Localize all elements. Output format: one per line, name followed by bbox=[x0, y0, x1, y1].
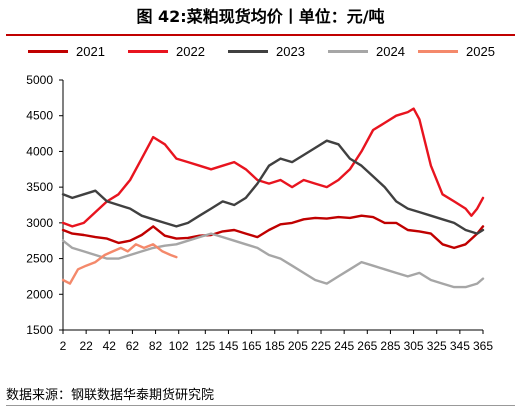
x-tick-label: 285 bbox=[380, 339, 400, 353]
x-tick-label: 145 bbox=[218, 339, 238, 353]
legend-label-2023: 2023 bbox=[276, 43, 305, 59]
y-tick-label: 3500 bbox=[26, 180, 53, 194]
data-source-note: 数据来源：钢联数据华泰期货研究院 bbox=[6, 388, 215, 403]
legend-swatch-2021 bbox=[28, 49, 68, 53]
series-line-2023 bbox=[61, 139, 485, 235]
chart-legend: 2021 2022 2023 2024 2025 bbox=[0, 40, 521, 62]
x-tick-label: 62 bbox=[126, 339, 140, 353]
title-divider bbox=[6, 34, 515, 36]
x-tick-label: 165 bbox=[242, 339, 262, 353]
chart-title: 图 42:菜粕现货均价丨单位：元/吨 bbox=[136, 7, 385, 26]
y-tick-label: 3000 bbox=[26, 216, 53, 230]
footer-divider bbox=[6, 405, 515, 406]
legend-swatch-2023 bbox=[228, 49, 268, 53]
x-tick-label: 185 bbox=[265, 339, 285, 353]
legend-swatch-2025 bbox=[418, 49, 458, 53]
legend-item-2024: 2024 bbox=[328, 40, 405, 62]
series-line-2024 bbox=[61, 232, 485, 289]
legend-label-2024: 2024 bbox=[376, 43, 405, 59]
x-tick-label: 365 bbox=[473, 339, 493, 353]
x-tick-label: 82 bbox=[149, 339, 163, 353]
x-tick-label: 205 bbox=[288, 339, 308, 353]
x-tick-label: 265 bbox=[357, 339, 377, 353]
legend-item-2021: 2021 bbox=[28, 40, 105, 62]
legend-swatch-2022 bbox=[128, 49, 168, 53]
chart-series bbox=[61, 107, 485, 289]
x-tick-label: 305 bbox=[404, 339, 424, 353]
y-tick-label: 5000 bbox=[26, 73, 53, 87]
y-tick-label: 2000 bbox=[26, 287, 53, 301]
y-tick-label: 1500 bbox=[26, 323, 53, 337]
legend-swatch-2024 bbox=[328, 49, 368, 53]
y-tick-label: 4000 bbox=[26, 144, 53, 158]
x-tick-label: 42 bbox=[103, 339, 117, 353]
legend-label-2025: 2025 bbox=[466, 43, 495, 59]
legend-item-2022: 2022 bbox=[128, 40, 205, 62]
y-tick-label: 4500 bbox=[26, 109, 53, 123]
legend-item-2023: 2023 bbox=[228, 40, 305, 62]
x-tick-label: 22 bbox=[79, 339, 93, 353]
legend-item-2025: 2025 bbox=[418, 40, 495, 62]
x-tick-label: 325 bbox=[427, 339, 447, 353]
legend-label-2022: 2022 bbox=[176, 43, 205, 59]
y-tick-label: 2500 bbox=[26, 252, 53, 266]
x-tick-label: 345 bbox=[450, 339, 470, 353]
series-line-2022 bbox=[61, 107, 485, 228]
x-tick-label: 125 bbox=[195, 339, 215, 353]
series-line-2021 bbox=[61, 214, 485, 250]
legend-label-2021: 2021 bbox=[76, 43, 105, 59]
x-tick-label: 102 bbox=[169, 339, 189, 353]
x-tick-label: 245 bbox=[334, 339, 354, 353]
x-tick-label: 225 bbox=[311, 339, 331, 353]
series-line-2025 bbox=[61, 243, 178, 285]
x-tick-label: 2 bbox=[60, 339, 67, 353]
